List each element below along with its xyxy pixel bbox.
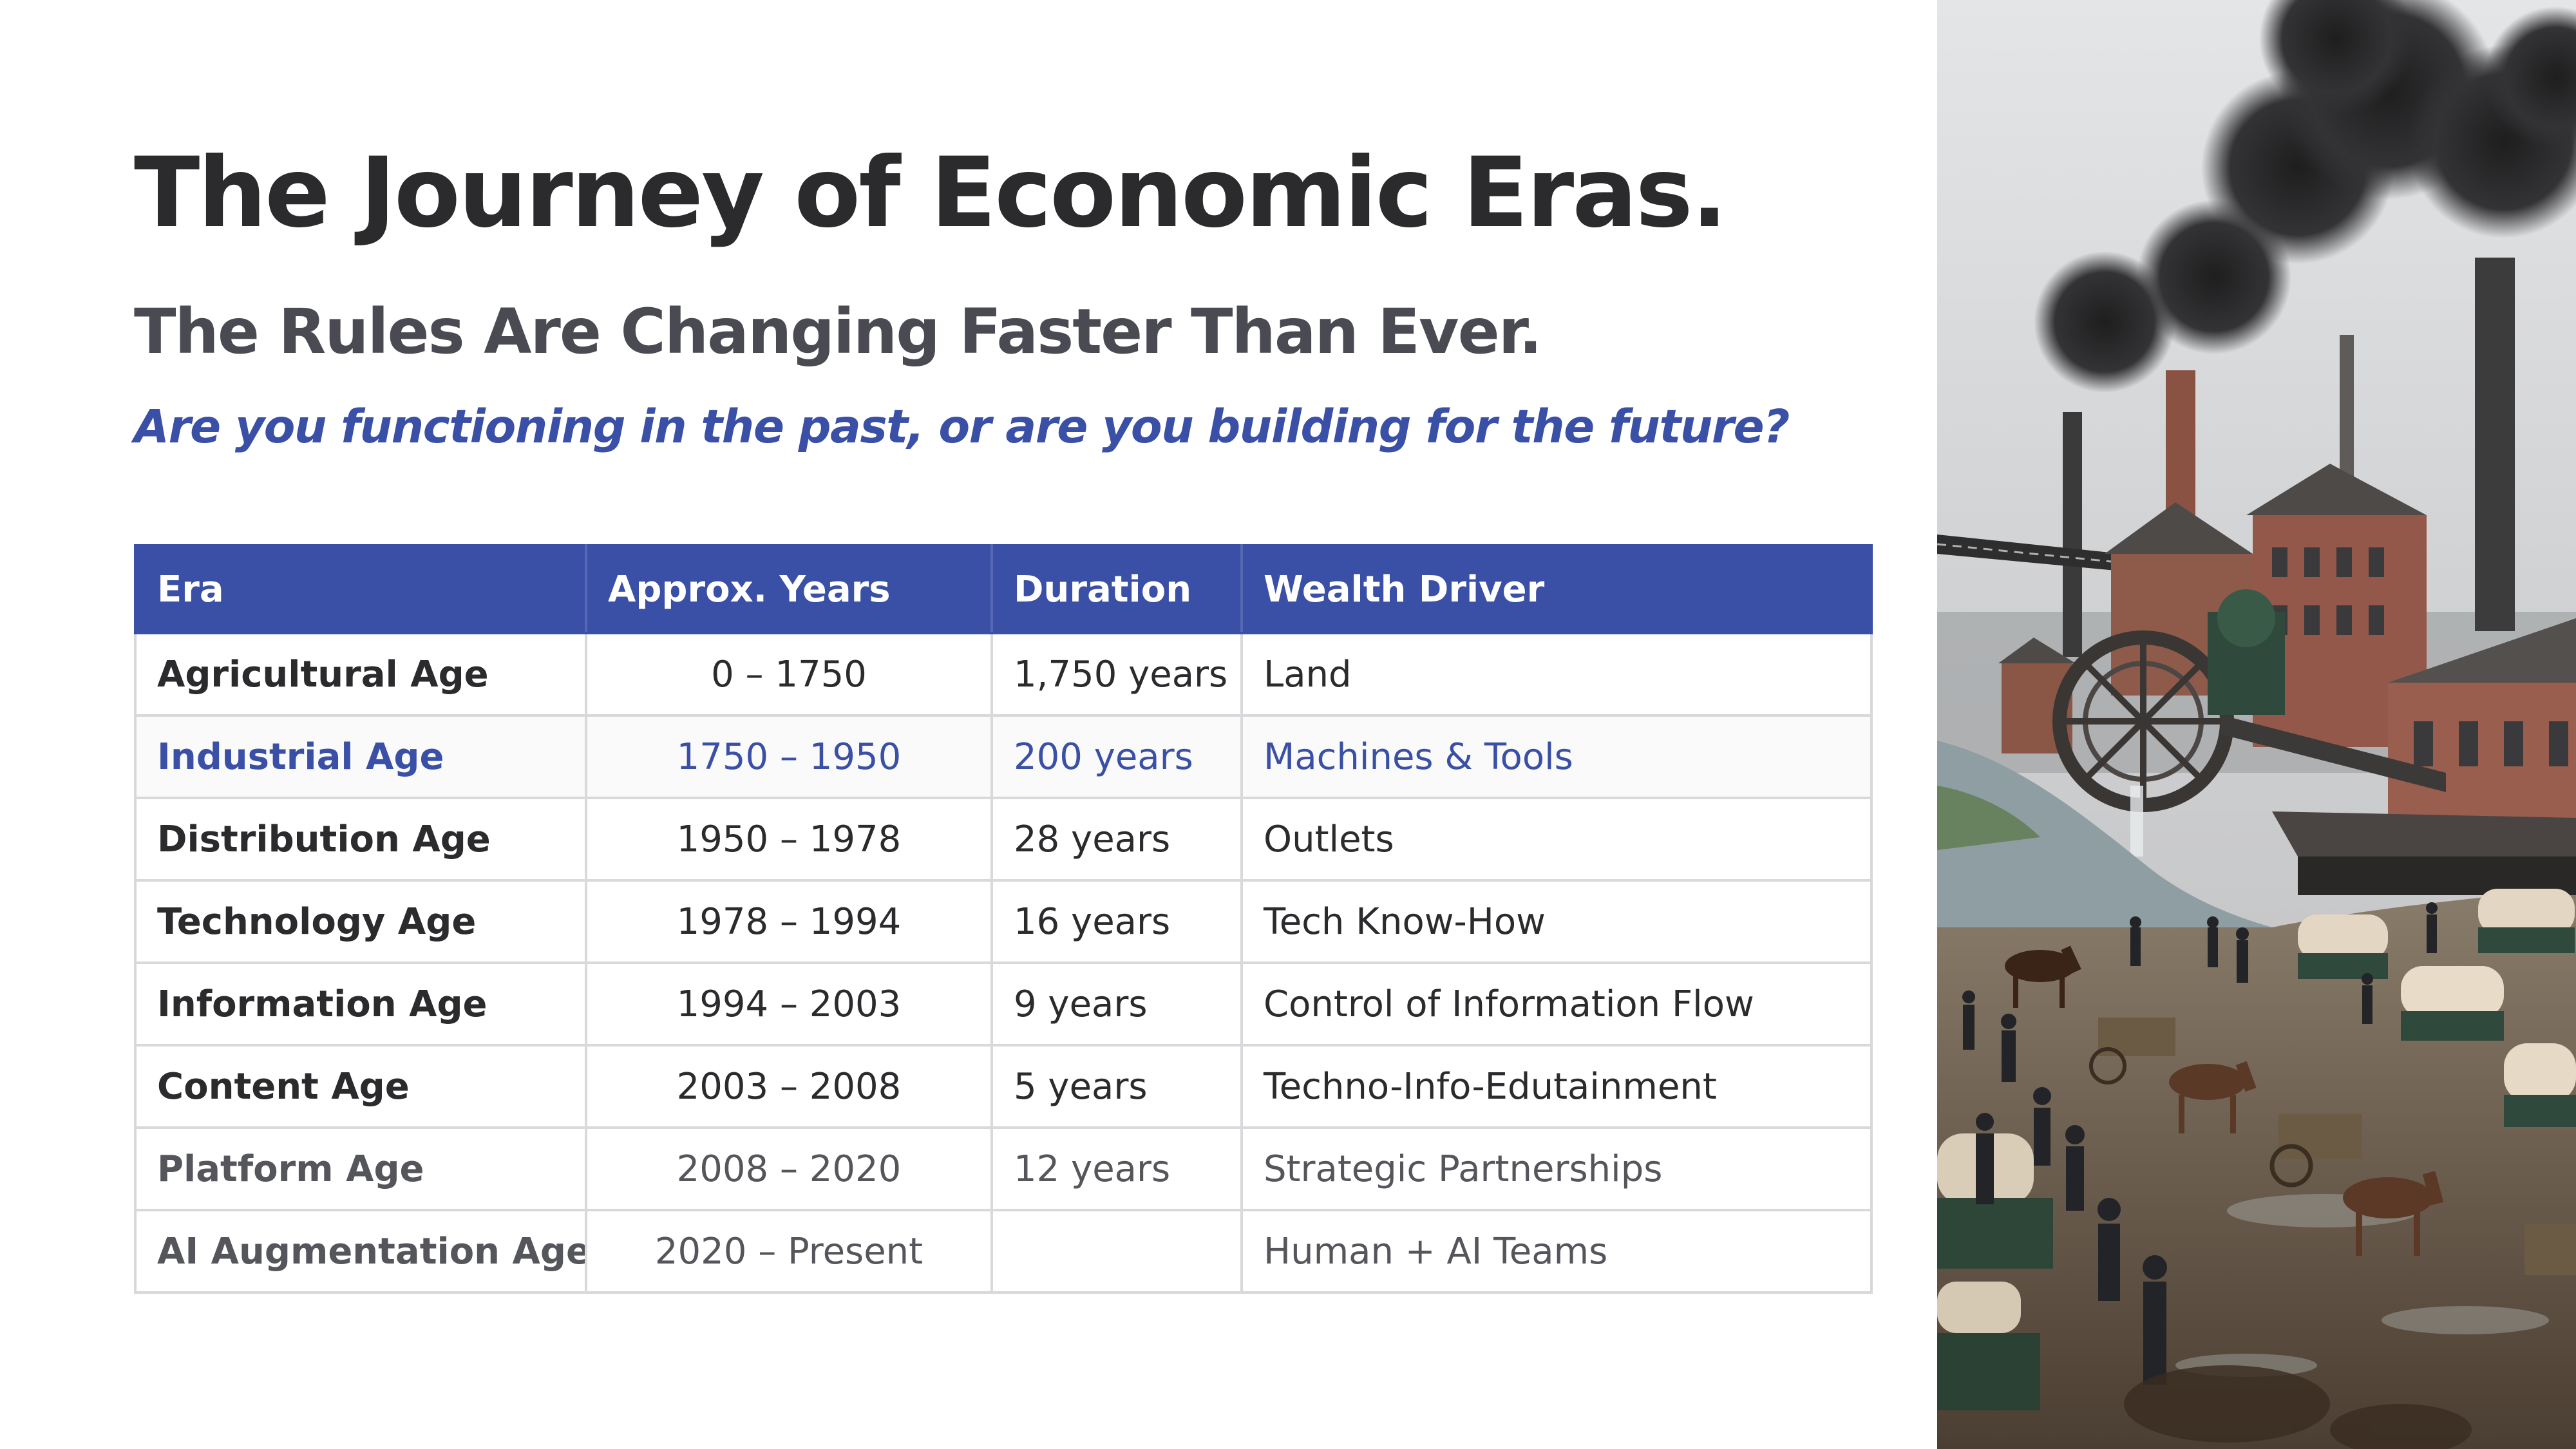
era-cell: Distribution Age	[134, 797, 587, 882]
wealth-driver-cell: Human + AI Teams	[1240, 1209, 1873, 1294]
table-header-row: Era Approx. Years Duration Wealth Driver	[134, 544, 1873, 634]
era-cell: Industrial Age	[134, 714, 587, 799]
workers	[1962, 902, 2438, 1385]
table-row: AI Augmentation Age 2020 – Present Human…	[134, 1209, 1873, 1294]
duration-cell	[990, 1209, 1243, 1294]
header-wealth-driver: Wealth Driver	[1240, 544, 1873, 634]
wealth-driver-cell: Tech Know-How	[1240, 879, 1873, 964]
wealth-driver-cell: Machines & Tools	[1240, 714, 1873, 799]
years-cell: 1978 – 1994	[585, 879, 993, 964]
table-row: Agricultural Age 0 – 1750 1,750 years La…	[134, 632, 1873, 717]
slide-tagline: Are you functioning in the past, or are …	[134, 400, 1790, 453]
years-cell: 1750 – 1950	[585, 714, 993, 799]
smoke-clouds	[2034, 0, 2576, 393]
duration-cell: 16 years	[990, 879, 1243, 964]
steam-machinery	[2208, 589, 2446, 792]
wealth-driver-cell: Strategic Partnerships	[1240, 1126, 1873, 1211]
header-duration: Duration	[990, 544, 1243, 634]
wealth-driver-cell: Techno-Info-Edutainment	[1240, 1044, 1873, 1129]
table-row: Technology Age 1978 – 1994 16 years Tech…	[134, 879, 1873, 964]
era-cell: Platform Age	[134, 1126, 587, 1211]
looms	[1937, 889, 2576, 1410]
table-row: Platform Age 2008 – 2020 12 years Strate…	[134, 1126, 1873, 1211]
slide-subtitle: The Rules Are Changing Faster Than Ever.	[134, 296, 1542, 368]
duration-cell: 28 years	[990, 797, 1243, 882]
duration-cell: 9 years	[990, 961, 1243, 1046]
era-cell: AI Augmentation Age	[134, 1209, 587, 1294]
era-cell: Information Age	[134, 961, 587, 1046]
loom-shed	[2272, 811, 2576, 895]
years-cell: 0 – 1750	[585, 632, 993, 717]
wealth-driver-cell: Outlets	[1240, 797, 1873, 882]
years-cell: 1950 – 1978	[585, 797, 993, 882]
years-cell: 2003 – 2008	[585, 1044, 993, 1129]
slide-title: The Journey of Economic Eras.	[134, 137, 1728, 249]
header-years: Approx. Years	[585, 544, 993, 634]
economic-eras-table: Era Approx. Years Duration Wealth Driver…	[134, 544, 1873, 1294]
duration-cell: 200 years	[990, 714, 1243, 799]
era-cell: Content Age	[134, 1044, 587, 1129]
industrial-factory-image	[1937, 0, 2576, 1449]
duration-cell: 12 years	[990, 1126, 1243, 1211]
table-row: Content Age 2003 – 2008 5 years Techno-I…	[134, 1044, 1873, 1129]
years-cell: 2008 – 2020	[585, 1126, 993, 1211]
table-row: Distribution Age 1950 – 1978 28 years Ou…	[134, 797, 1873, 882]
years-cell: 1994 – 2003	[585, 961, 993, 1046]
table-row: Industrial Age 1750 – 1950 200 years Mac…	[134, 714, 1873, 799]
era-cell: Technology Age	[134, 879, 587, 964]
era-cell: Agricultural Age	[134, 632, 587, 717]
factory-illustration	[1937, 0, 2576, 1449]
wealth-driver-cell: Land	[1240, 632, 1873, 717]
duration-cell: 1,750 years	[990, 632, 1243, 717]
duration-cell: 5 years	[990, 1044, 1243, 1129]
horses-and-carts	[2005, 945, 2576, 1275]
header-era: Era	[134, 544, 587, 634]
table-row: Information Age 1994 – 2003 9 years Cont…	[134, 961, 1873, 1046]
years-cell: 2020 – Present	[585, 1209, 993, 1294]
wealth-driver-cell: Control of Information Flow	[1240, 961, 1873, 1046]
